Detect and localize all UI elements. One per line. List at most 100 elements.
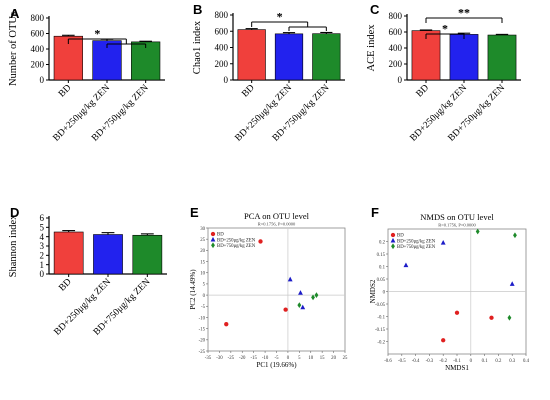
data-point bbox=[513, 232, 517, 239]
data-point bbox=[283, 307, 288, 312]
y-tick-label: 0.2 bbox=[379, 240, 386, 245]
legend-label: BD+750μg/kg ZEN bbox=[217, 244, 256, 249]
y-tick-label: 25 bbox=[200, 238, 205, 243]
panel-letter-c: C bbox=[370, 2, 380, 17]
bar bbox=[312, 33, 341, 81]
y-axis-label: Number of OTUs bbox=[8, 12, 19, 86]
legend-label: BD+750μg/kg ZEN bbox=[397, 245, 436, 250]
data-point bbox=[509, 281, 515, 286]
y-tick-label: 0.15 bbox=[377, 253, 386, 258]
y-tick-label: -0.2 bbox=[377, 340, 385, 345]
y-tick-label: 400 bbox=[389, 43, 403, 53]
y-axis-label: Chao1 index bbox=[192, 20, 203, 74]
bar bbox=[93, 234, 123, 275]
panel-letter-f: F bbox=[371, 205, 379, 220]
x-tick-label: -0.3 bbox=[426, 359, 434, 364]
x-tick-label: -0.6 bbox=[384, 359, 392, 364]
y-axis-label: NMDS2 bbox=[369, 279, 377, 303]
data-point bbox=[475, 228, 480, 235]
x-axis-label: NMDS1 bbox=[445, 364, 469, 372]
y-tick-label: 400 bbox=[31, 44, 45, 54]
y-tick-label: 0.1 bbox=[379, 265, 386, 270]
y-tick-label: -0.15 bbox=[375, 328, 386, 333]
data-point bbox=[297, 302, 302, 309]
data-point bbox=[258, 239, 263, 244]
y-tick-label: 3 bbox=[40, 241, 45, 251]
y-tick-label: 400 bbox=[215, 43, 229, 53]
data-point bbox=[441, 338, 446, 343]
y-axis-label: PC2 (14.49%) bbox=[189, 269, 197, 310]
x-tick-label: 0.3 bbox=[509, 359, 516, 364]
panel-letter-d: D bbox=[10, 205, 19, 220]
x-tick-label: BD bbox=[57, 277, 74, 294]
x-tick-label: -30 bbox=[216, 356, 223, 361]
data-point bbox=[311, 294, 315, 301]
y-tick-label: 800 bbox=[215, 10, 229, 20]
legend-marker bbox=[391, 243, 395, 250]
chart-title: NMDS on OTU level bbox=[420, 212, 494, 222]
legend-label: BD+250μg/kg ZEN bbox=[217, 238, 256, 243]
y-tick-label: 6 bbox=[40, 213, 45, 223]
x-tick-label: -10 bbox=[262, 356, 269, 361]
bar bbox=[449, 34, 479, 81]
x-tick-label: -20 bbox=[239, 356, 246, 361]
data-point bbox=[489, 315, 494, 320]
y-tick-label: 15 bbox=[200, 260, 205, 265]
x-tick-label: -0.5 bbox=[398, 359, 406, 364]
y-tick-label: 200 bbox=[215, 59, 229, 69]
sig-label: * bbox=[442, 22, 448, 36]
bar bbox=[53, 231, 84, 275]
x-tick-label: 25 bbox=[343, 356, 348, 361]
y-tick-label: 0 bbox=[398, 75, 403, 85]
bar bbox=[132, 234, 163, 275]
bar bbox=[274, 33, 304, 81]
x-tick-label: 0.4 bbox=[523, 359, 530, 364]
y-tick-label: -5 bbox=[201, 305, 206, 310]
data-point bbox=[454, 310, 460, 315]
y-tick-label: 5 bbox=[40, 223, 45, 233]
y-axis-label: ACE index bbox=[366, 24, 377, 72]
x-axis-label: PC1 (19.66%) bbox=[256, 361, 297, 369]
x-tick-label: -25 bbox=[228, 356, 235, 361]
data-point bbox=[287, 276, 293, 282]
y-tick-label: 4 bbox=[40, 232, 45, 242]
data-point bbox=[507, 314, 512, 321]
x-tick-label: -0.2 bbox=[439, 359, 447, 364]
x-tick-label: 0 bbox=[470, 359, 473, 364]
legend-marker bbox=[210, 231, 216, 237]
legend-marker bbox=[390, 232, 396, 238]
y-tick-label: 200 bbox=[389, 59, 403, 69]
y-tick-label: -15 bbox=[199, 327, 206, 332]
data-point bbox=[300, 304, 306, 310]
chart-title: PCA on OTU level bbox=[244, 211, 310, 221]
panel-letter-e: E bbox=[190, 205, 199, 220]
x-tick-label: 10 bbox=[308, 356, 313, 361]
y-tick-label: -0.1 bbox=[377, 315, 385, 320]
y-tick-label: 2 bbox=[40, 251, 45, 261]
sig-label: * bbox=[277, 10, 283, 24]
y-tick-label: 0 bbox=[203, 294, 206, 299]
y-tick-label: 200 bbox=[31, 60, 45, 70]
x-tick-label: 15 bbox=[320, 356, 325, 361]
y-tick-label: -10 bbox=[199, 316, 206, 321]
data-point bbox=[440, 239, 446, 245]
x-tick-label: BD bbox=[240, 83, 257, 100]
y-tick-label: 600 bbox=[215, 26, 229, 36]
y-tick-label: -25 bbox=[199, 350, 206, 355]
bar bbox=[487, 34, 517, 81]
x-tick-label: -35 bbox=[205, 356, 212, 361]
x-tick-label: BD bbox=[415, 83, 432, 100]
y-tick-label: 800 bbox=[31, 13, 45, 23]
data-point bbox=[403, 262, 409, 268]
legend-label: BD bbox=[217, 233, 224, 238]
y-tick-label: 5 bbox=[203, 283, 206, 288]
y-tick-label: 600 bbox=[31, 29, 45, 39]
x-tick-label: -15 bbox=[250, 356, 257, 361]
y-tick-label: -20 bbox=[199, 339, 206, 344]
